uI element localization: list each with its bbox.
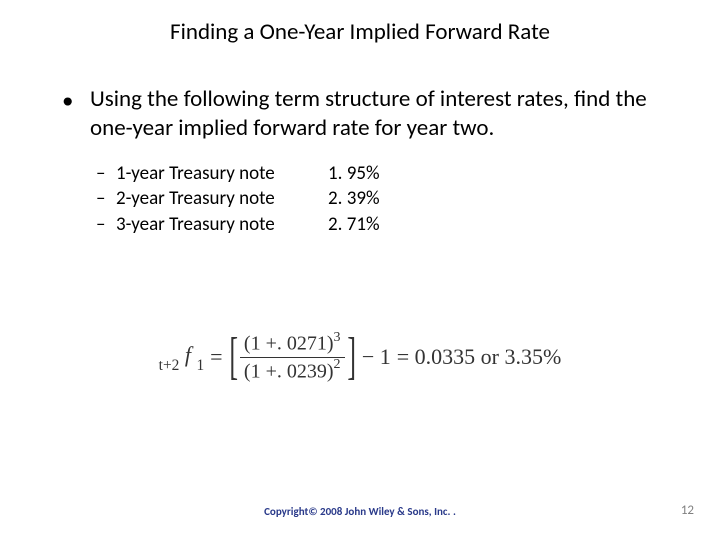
slide-body: • Using the following term structure of … — [62, 85, 680, 237]
list-item: – 3-year Treasury note 2. 71% — [96, 212, 680, 238]
equation-line: t+2 f 1 = [ (1 +. 0271)3 (1 +. 0239)2 ] … — [159, 330, 562, 384]
dash-icon: – — [96, 186, 116, 212]
num-expr: (1 +. 0271) — [244, 333, 334, 355]
rate-label: 2-year Treasury note — [116, 186, 316, 212]
rate-label: 1-year Treasury note — [116, 161, 316, 187]
rate-value: 1. 95% — [328, 161, 380, 187]
list-item: – 2-year Treasury note 2. 39% — [96, 186, 680, 212]
lhs: t+2 f 1 — [159, 342, 204, 372]
result-text: = 0.0335 or 3.35% — [397, 344, 562, 370]
minus-one: − 1 — [362, 344, 391, 370]
slide: Finding a One-Year Implied Forward Rate … — [0, 0, 720, 540]
rate-value: 2. 39% — [328, 186, 380, 212]
bullet-text: Using the following term structure of in… — [90, 85, 680, 143]
fraction: (1 +. 0271)3 (1 +. 0239)2 — [240, 330, 345, 384]
slide-title: Finding a One-Year Implied Forward Rate — [0, 18, 720, 46]
copyright-footer: Copyright© 2008 John Wiley & Sons, Inc. … — [0, 505, 720, 518]
numerator: (1 +. 0271)3 — [240, 330, 345, 357]
left-bracket-icon: [ — [229, 331, 238, 383]
list-item: – 1-year Treasury note 1. 95% — [96, 161, 680, 187]
equation: t+2 f 1 = [ (1 +. 0271)3 (1 +. 0239)2 ] … — [0, 330, 720, 384]
rate-list: – 1-year Treasury note 1. 95% – 2-year T… — [96, 161, 680, 238]
right-bracket-icon: ] — [347, 331, 356, 383]
dash-icon: – — [96, 212, 116, 238]
dash-icon: – — [96, 161, 116, 187]
den-expr: (1 +. 0239) — [244, 360, 334, 382]
bullet-dot: • — [62, 85, 90, 143]
den-exponent: 2 — [334, 357, 341, 372]
rate-label: 3-year Treasury note — [116, 212, 316, 238]
lhs-prefix-subscript: t+2 — [159, 357, 180, 374]
bullet-level-1: • Using the following term structure of … — [62, 85, 680, 143]
denominator: (1 +. 0239)2 — [240, 358, 345, 385]
rate-value: 2. 71% — [328, 212, 380, 238]
page-number: 12 — [681, 503, 694, 518]
equals-sign: = — [210, 344, 222, 370]
num-exponent: 3 — [334, 330, 341, 345]
lhs-subscript: 1 — [196, 357, 204, 374]
lhs-symbol: f — [185, 342, 191, 367]
